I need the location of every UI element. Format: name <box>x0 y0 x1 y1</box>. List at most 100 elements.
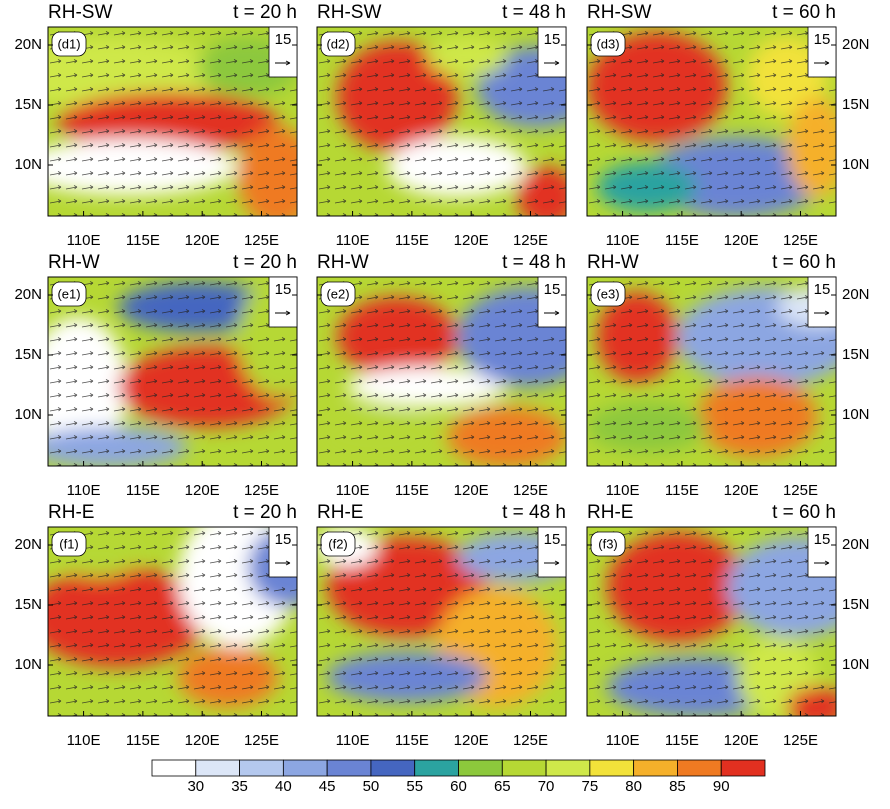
map-panel: (d2) 15 RH-SW t = 48 h 110E 115E 120E 125E <box>316 2 567 249</box>
colorbar-box <box>633 759 678 777</box>
y-tick-label: 15N <box>842 346 870 363</box>
reference-arrow <box>275 560 291 566</box>
colorbar-box <box>195 759 240 777</box>
reference-value: 15 <box>544 531 561 548</box>
x-tick-label: 120E <box>185 732 220 749</box>
colorbar-label: 70 <box>538 778 555 795</box>
wind-vectors <box>317 277 566 466</box>
y-tick-label: 20N <box>14 536 42 553</box>
reference-arrow <box>814 560 830 566</box>
rh-field <box>48 527 297 716</box>
reference-value: 15 <box>814 531 831 548</box>
map-panel: (e2) 15 RH-W t = 48 h 110E 115E 120E 125E <box>316 252 567 499</box>
colorbar-label: 65 <box>494 778 511 795</box>
map-panel: (e3) 15 RH-W t = 60 h 110E 115E 120E 125E 20N 15N… <box>586 252 870 499</box>
x-tick-label: 115E <box>665 482 699 499</box>
x-tick-label: 125E <box>513 482 548 499</box>
y-tick-label: 20N <box>14 286 42 303</box>
reference-arrow <box>544 560 560 566</box>
y-tick-label: 20N <box>842 536 870 553</box>
colorbar-box <box>151 759 197 777</box>
y-tick-label: 10N <box>842 406 870 423</box>
panel-label: (e3) <box>596 286 619 301</box>
x-tick-label: 120E <box>454 482 489 499</box>
panel-time: t = 20 h <box>233 2 297 23</box>
panel-experiment: RH-SW <box>317 2 381 23</box>
x-tick-label: 115E <box>126 232 160 249</box>
y-tick-label: 10N <box>14 406 42 423</box>
wind-vectors <box>587 277 836 466</box>
panel-frame <box>47 526 298 717</box>
x-tick-label: 125E <box>513 732 548 749</box>
colorbar-box <box>458 759 503 777</box>
y-tick-label: 10N <box>14 656 42 673</box>
panel-time: t = 60 h <box>772 502 836 523</box>
panel-label-box <box>320 281 356 307</box>
colorbar-box <box>282 759 328 777</box>
x-tick-label: 120E <box>724 732 759 749</box>
panel-label: (d3) <box>596 36 619 51</box>
panel-label-box <box>590 281 626 307</box>
y-tick-label: 15N <box>842 96 870 113</box>
rh-field <box>48 277 297 466</box>
x-tick-label: 120E <box>454 732 489 749</box>
y-tick-label: 20N <box>842 286 870 303</box>
panel-label-box <box>590 531 626 557</box>
reference-arrow <box>275 310 291 316</box>
x-tick-label: 115E <box>126 732 160 749</box>
y-tick-label: 10N <box>842 656 870 673</box>
y-tick-label: 10N <box>842 156 870 173</box>
panel-time: t = 20 h <box>233 502 297 523</box>
colorbar-label: 55 <box>406 778 423 795</box>
x-tick-label: 115E <box>665 232 699 249</box>
x-tick-label: 125E <box>244 732 279 749</box>
map-panel: (e1) 15 RH-W t = 20 h 110E 115E 120E 125E 20N 15N… <box>14 252 298 499</box>
reference-box <box>268 26 298 78</box>
panel-experiment: RH-SW <box>587 2 651 23</box>
y-tick-label: 15N <box>14 96 42 113</box>
panel-label: (f3) <box>598 536 618 551</box>
panel-experiment: RH-E <box>317 502 363 523</box>
panel-frame <box>586 276 837 467</box>
panel-label-box <box>51 531 87 557</box>
wind-vectors <box>587 527 836 716</box>
reference-box <box>537 526 567 578</box>
reference-box <box>807 26 837 78</box>
y-tick-label: 10N <box>14 156 42 173</box>
reference-value: 15 <box>275 531 292 548</box>
x-tick-label: 110E <box>336 482 370 499</box>
y-tick-label: 20N <box>14 36 42 53</box>
panel-experiment: RH-SW <box>48 2 112 23</box>
reference-arrow <box>814 60 830 66</box>
x-tick-label: 120E <box>185 232 220 249</box>
x-tick-label: 110E <box>606 732 640 749</box>
colorbar-box <box>677 759 722 777</box>
panel-label-box <box>51 281 87 307</box>
x-tick-label: 120E <box>724 482 759 499</box>
panel-label: (d2) <box>326 36 349 51</box>
panel-label: (d1) <box>57 36 80 51</box>
panel-label-box <box>320 31 356 57</box>
wind-vectors <box>48 27 297 216</box>
panel-time: t = 20 h <box>233 252 297 273</box>
wind-vectors <box>317 27 566 216</box>
rh-field <box>317 277 566 466</box>
x-tick-label: 110E <box>336 732 370 749</box>
colorbar-box <box>370 759 416 777</box>
panel-experiment: RH-W <box>587 252 639 273</box>
map-panel: (f2) 15 RH-E t = 48 h 110E 115E 120E 125E <box>316 502 567 749</box>
reference-value: 15 <box>544 31 561 48</box>
x-tick-label: 110E <box>606 232 640 249</box>
reference-value: 15 <box>814 281 831 298</box>
reference-value: 15 <box>275 31 292 48</box>
colorbar-label: 85 <box>669 778 686 795</box>
colorbar-label: 40 <box>275 778 292 795</box>
reference-box <box>268 526 298 578</box>
reference-box <box>537 26 567 78</box>
panel-label: (f2) <box>328 536 348 551</box>
panel-time: t = 48 h <box>502 252 566 273</box>
y-tick-label: 20N <box>842 36 870 53</box>
map-panel: (d1) 15 RH-SW t = 20 h 110E 115E 120E 125E 20N 15… <box>14 2 298 249</box>
wind-vectors <box>48 527 297 716</box>
panel-frame <box>316 26 567 217</box>
